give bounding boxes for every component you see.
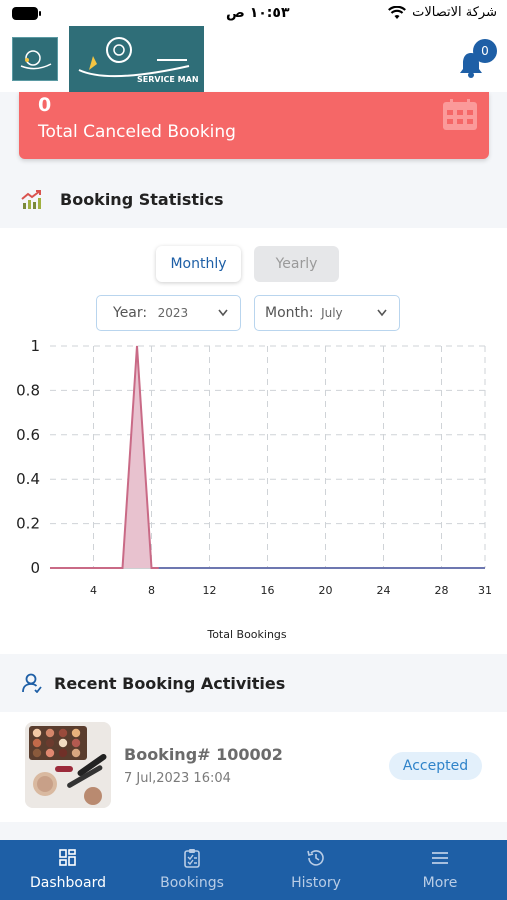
app-header: SERVICE MAN 0 — [0, 26, 507, 92]
wifi-icon — [388, 6, 406, 19]
x-tick-label: 12 — [203, 584, 217, 597]
canceled-booking-card[interactable]: 0 Total Canceled Booking — [19, 92, 489, 159]
booking-statistics-panel: Monthly Yearly Year: 2023 Month: July 1 0… — [0, 228, 507, 654]
month-select-value: July — [321, 306, 343, 320]
nav-bookings[interactable]: Bookings — [130, 840, 254, 900]
series-area — [50, 346, 485, 568]
battery-icon — [12, 7, 41, 20]
booking-number: Booking# 100002 — [124, 745, 283, 764]
year-select-label: Year: — [113, 305, 148, 321]
month-select-label: Month: — [265, 305, 314, 321]
booking-chart: 1 0.8 0.6 0.4 0.2 0 4 8 12 16 20 24 28 31 — [16, 338, 492, 597]
y-tick-label: 0.2 — [16, 515, 40, 533]
y-tick-label: 0.8 — [16, 381, 40, 399]
x-tick-label: 8 — [148, 584, 155, 597]
year-select[interactable]: Year: 2023 — [96, 295, 241, 331]
nav-label: History — [291, 875, 341, 891]
nav-label: More — [422, 875, 458, 891]
y-tick-label: 1 — [30, 338, 40, 355]
x-tick-label: 20 — [319, 584, 333, 597]
y-tick-label: 0 — [30, 559, 40, 577]
notification-badge: 0 — [473, 39, 497, 63]
nav-history[interactable]: History — [254, 840, 378, 900]
x-tick-label: 4 — [90, 584, 97, 597]
bottom-navigation: Dashboard Bookings History More — [0, 840, 507, 900]
app-logo: SERVICE MAN — [69, 26, 204, 92]
app-logo-small — [12, 37, 58, 81]
y-tick-label: 0.4 — [16, 470, 40, 488]
nav-label: Bookings — [160, 875, 224, 891]
history-icon — [307, 850, 324, 866]
x-tick-label: 24 — [377, 584, 391, 597]
section-divider — [0, 822, 507, 840]
carrier-name: شركة الاتصالات — [412, 5, 497, 20]
booking-statistics-header: Booking Statistics — [0, 172, 507, 228]
brand-text: SERVICE MAN — [137, 75, 199, 84]
calendar-icon — [443, 99, 477, 130]
booking-thumbnail — [25, 722, 111, 808]
tab-monthly[interactable]: Monthly — [156, 246, 241, 282]
x-tick-label: 31 — [478, 584, 492, 597]
canceled-label: Total Canceled Booking — [38, 122, 236, 142]
chart-x-label: Total Bookings — [207, 628, 287, 641]
y-tick-label: 0.6 — [16, 426, 40, 444]
status-time: ١٠:٥٣ ص — [226, 5, 290, 21]
section-title: Recent Booking Activities — [54, 674, 286, 693]
nav-label: Dashboard — [30, 875, 106, 891]
chevron-down-icon — [218, 309, 228, 317]
canceled-count: 0 — [38, 94, 52, 116]
clipboard-icon — [184, 849, 200, 868]
section-title: Booking Statistics — [60, 190, 224, 209]
x-tick-label: 28 — [435, 584, 449, 597]
nav-more[interactable]: More — [378, 840, 502, 900]
recent-activities-header: Recent Booking Activities — [0, 654, 507, 712]
nav-dashboard[interactable]: Dashboard — [6, 840, 130, 900]
chart-trend-icon — [21, 190, 41, 209]
menu-icon — [432, 852, 448, 864]
status-badge: Accepted — [389, 752, 482, 780]
year-select-value: 2023 — [157, 306, 189, 320]
dashboard-icon — [59, 849, 76, 866]
booking-date: 7 Jul,2023 16:04 — [124, 771, 231, 786]
chevron-down-icon — [377, 309, 387, 317]
list-item[interactable]: Booking# 100002 7 Jul,2023 16:04 Accepte… — [0, 712, 507, 822]
user-icon — [22, 673, 42, 693]
tab-yearly[interactable]: Yearly — [254, 246, 339, 282]
x-tick-label: 16 — [261, 584, 275, 597]
status-bar: ١٠:٥٣ ص شركة الاتصالات — [0, 0, 507, 30]
month-select[interactable]: Month: July — [254, 295, 400, 331]
